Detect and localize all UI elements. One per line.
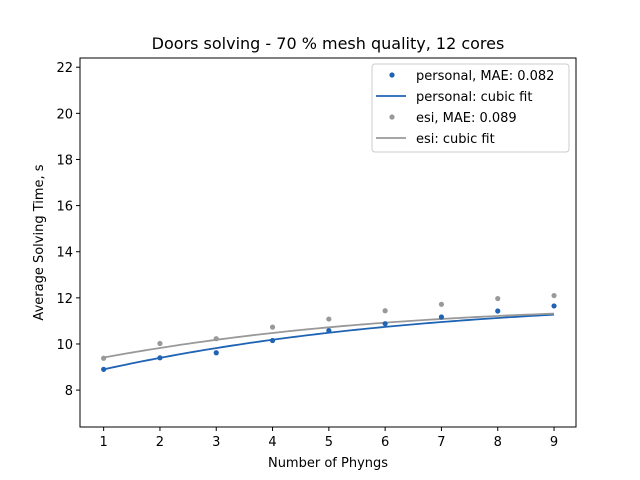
y-tick-label: 12 — [56, 292, 73, 307]
legend-label-0: personal, MAE: 0.082 — [416, 69, 554, 84]
legend-label-3: esi: cubic fit — [416, 132, 495, 147]
y-tick-label: 16 — [56, 200, 73, 215]
data-point-series-0 — [213, 350, 219, 356]
y-tick-label: 8 — [65, 384, 73, 399]
y-tick-label: 18 — [56, 153, 73, 168]
x-axis-ticks: 1 2 3 4 5 6 7 8 9 — [100, 427, 558, 450]
data-point-series-0 — [269, 337, 276, 344]
legend-label-1: personal: cubic fit — [416, 90, 532, 105]
x-tick-label: 4 — [268, 435, 276, 450]
data-point-series-2 — [269, 324, 276, 330]
plot-frame — [79, 57, 577, 428]
chart-title: Doors solving - 70 % mesh quality, 12 co… — [152, 34, 505, 53]
x-tick-label: 3 — [212, 435, 220, 450]
data-point-series-2 — [101, 355, 107, 361]
y-axis-label: Average Solving Time, s — [32, 164, 47, 320]
x-axis-label: Number of Phyngs — [268, 456, 388, 471]
y-tick-label: 14 — [56, 246, 73, 261]
y-tick-label: 22 — [56, 61, 73, 76]
x-tick-label: 2 — [156, 435, 164, 450]
data-point-series-0 — [101, 366, 107, 372]
x-tick-label: 6 — [381, 435, 389, 450]
data-point-series-2 — [157, 340, 163, 347]
legend-marker-0 — [389, 72, 395, 78]
data-point-series-2 — [495, 295, 501, 302]
x-tick-label: 7 — [437, 435, 445, 450]
data-point-series-2 — [382, 308, 388, 314]
y-tick-label: 10 — [56, 338, 73, 353]
data-point-series-0 — [495, 308, 501, 314]
data-point-series-0 — [326, 327, 332, 334]
x-tick-label: 1 — [100, 435, 108, 450]
legend-label-2: esi, MAE: 0.089 — [416, 111, 517, 126]
data-point-series-0 — [551, 303, 557, 309]
x-tick-label: 8 — [494, 435, 502, 450]
data-point-series-0 — [382, 321, 388, 327]
data-point-series-2 — [551, 292, 557, 299]
data-point-series-2 — [213, 336, 219, 342]
y-axis-ticks: 8 10 12 14 16 18 20 22 — [56, 61, 80, 399]
data-point-series-0 — [438, 314, 445, 320]
y-tick-label: 20 — [56, 107, 73, 122]
legend-marker-2 — [389, 114, 395, 120]
series-line-3 — [103, 312, 555, 359]
legend-box — [371, 63, 570, 153]
plot-area — [101, 292, 557, 372]
x-tick-label: 5 — [325, 435, 333, 450]
data-point-series-2 — [438, 301, 445, 307]
data-point-series-2 — [326, 316, 332, 322]
legend: personal, MAE: 0.082 personal: cubic fit e… — [371, 63, 570, 153]
data-point-series-0 — [157, 355, 163, 361]
x-tick-label: 9 — [550, 435, 558, 450]
